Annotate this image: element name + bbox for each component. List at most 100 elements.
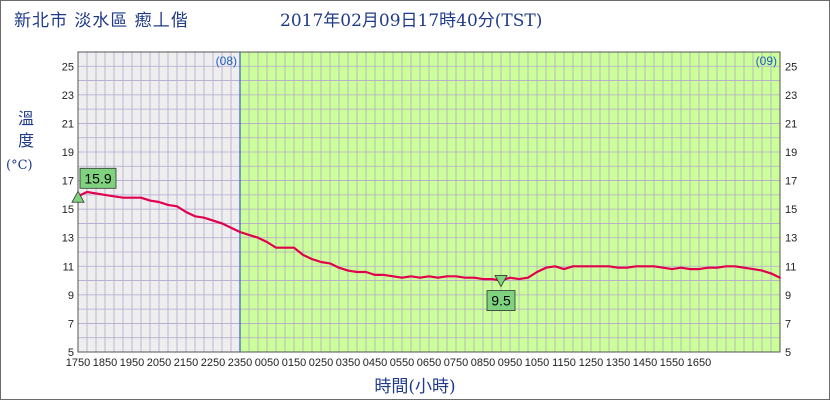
y-tick-label-right: 15 — [785, 204, 797, 216]
x-tick-label: 0050 — [255, 357, 279, 369]
data-point — [752, 268, 754, 271]
day-label-09: (09) — [756, 54, 777, 68]
data-point — [329, 262, 331, 265]
data-point — [473, 276, 475, 279]
data-point — [365, 271, 367, 273]
y-tick-label-left: 23 — [62, 90, 74, 102]
y-tick-label-right: 5 — [785, 347, 791, 359]
y-tick-label-right: 21 — [785, 118, 797, 130]
data-point — [617, 266, 619, 269]
data-point — [689, 268, 691, 271]
x-tick-label: 0450 — [363, 357, 387, 369]
data-point — [527, 276, 529, 279]
x-tick-label: 0950 — [498, 357, 522, 369]
data-point — [86, 191, 88, 193]
data-point — [176, 205, 178, 208]
data-point — [356, 271, 358, 273]
y-tick-label-left: 25 — [62, 61, 74, 73]
min-label: 9.5 — [491, 293, 511, 309]
data-point — [779, 276, 781, 279]
data-point — [419, 276, 421, 279]
data-point — [203, 216, 205, 219]
data-point — [266, 241, 268, 243]
y-tick-label-right: 9 — [785, 290, 791, 302]
x-tick-label: 0250 — [309, 357, 333, 369]
x-tick-label: 2050 — [147, 357, 171, 369]
data-point — [599, 265, 601, 268]
x-axis-label: 時間(小時) — [374, 377, 456, 397]
data-point — [572, 265, 574, 268]
x-tick-label: 0750 — [444, 357, 468, 369]
y-axis-label: 溫度 — [17, 109, 34, 150]
x-tick-label: 1750 — [66, 357, 90, 369]
data-point — [716, 266, 718, 269]
datetime-title: 2017年02月09日17時40分(TST) — [280, 11, 543, 31]
max-label-box — [79, 167, 117, 189]
data-point — [743, 266, 745, 269]
data-point — [230, 226, 232, 229]
data-point — [770, 272, 772, 275]
y-tick-label-right: 11 — [785, 261, 796, 273]
x-tick-label: 1550 — [660, 357, 684, 369]
data-point — [455, 275, 457, 278]
data-point — [545, 266, 547, 269]
y-tick-label-left: 17 — [62, 176, 74, 188]
station-title: 新北市 淡水區 瘛丄偕 — [14, 11, 189, 31]
max-marker — [71, 190, 85, 203]
data-point — [518, 278, 520, 281]
data-point — [194, 215, 196, 218]
data-point — [437, 276, 439, 279]
x-tick-label: 2150 — [174, 357, 198, 369]
data-point — [428, 275, 430, 278]
day-label-08: (08) — [216, 54, 237, 68]
x-tick-label: 0350 — [336, 357, 360, 369]
data-point — [464, 276, 466, 279]
data-point — [635, 265, 637, 268]
x-tick-label: 1950 — [120, 357, 144, 369]
data-point — [131, 196, 133, 199]
data-point — [185, 211, 187, 213]
x-tick-label: 0550 — [390, 357, 414, 369]
x-tick-label: 2250 — [201, 357, 225, 369]
data-point — [401, 276, 403, 279]
data-point — [482, 278, 484, 281]
data-point — [698, 268, 700, 271]
data-point — [554, 265, 556, 268]
data-point — [212, 219, 214, 222]
x-tick-label: 2350 — [228, 357, 252, 369]
y-tick-label-right: 7 — [785, 318, 791, 330]
data-point — [671, 268, 673, 271]
y-tick-label-left: 13 — [62, 233, 74, 245]
data-point — [104, 193, 106, 196]
data-point — [734, 265, 736, 268]
data-point — [248, 233, 250, 236]
data-point — [320, 261, 322, 263]
data-point — [680, 266, 682, 269]
data-point — [374, 273, 376, 276]
data-point — [590, 265, 592, 268]
data-point — [275, 246, 277, 249]
data-point — [581, 265, 583, 268]
y-tick-label-left: 19 — [62, 147, 74, 159]
y-tick-label-right: 19 — [785, 147, 797, 159]
data-point — [491, 278, 493, 281]
y-tick-label-left: 15 — [62, 204, 74, 216]
data-point — [338, 266, 340, 269]
data-point — [383, 273, 385, 276]
data-point — [257, 236, 259, 239]
min-label-box — [486, 290, 516, 311]
data-point — [662, 266, 664, 269]
x-tick-label: 1850 — [93, 357, 117, 369]
data-point — [113, 195, 115, 198]
data-point — [626, 266, 628, 269]
y-tick-label-left: 9 — [68, 290, 74, 302]
y-tick-label-left: 21 — [62, 118, 74, 130]
data-point — [149, 199, 151, 202]
data-point — [644, 265, 646, 268]
data-point — [302, 253, 304, 256]
min-marker — [494, 275, 508, 288]
data-point — [167, 203, 169, 206]
x-tick-label: 0150 — [282, 357, 306, 369]
y-tick-label-right: 13 — [785, 233, 797, 245]
y-tick-label-right: 25 — [785, 61, 797, 73]
